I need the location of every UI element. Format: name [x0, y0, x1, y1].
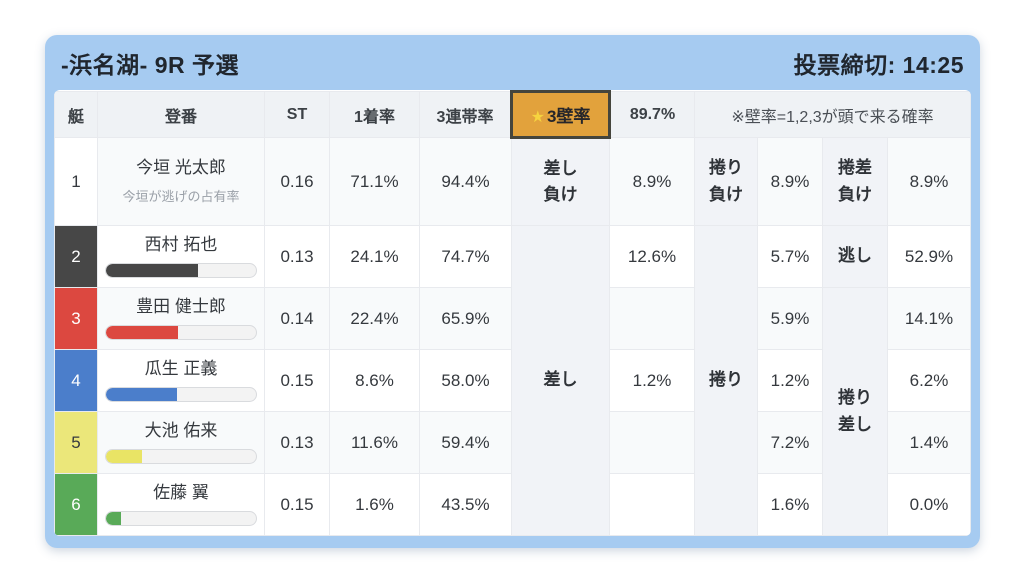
share-bar — [105, 263, 257, 279]
table-container: 艇 登番 ST 1着率 3連帯率 ★ 3壁率 89.7% ※壁率=1,2,3が頭で… — [54, 90, 971, 536]
top3-rate-value: 74.7% — [419, 225, 512, 288]
st-value: 0.14 — [264, 287, 330, 350]
boat-number-cell: 6 — [54, 473, 98, 536]
racer-name: 西村 拓也 — [144, 234, 218, 254]
makuri-value: 1.6% — [757, 473, 823, 536]
makurizashi-value: 6.2% — [887, 349, 971, 412]
wall-rate-header-cell[interactable]: ★ 3壁率 — [510, 90, 611, 139]
makurizashi-value: 0.0% — [887, 473, 971, 536]
st-value: 0.15 — [264, 349, 330, 412]
win-rate-value: 22.4% — [329, 287, 420, 350]
share-bar — [105, 449, 257, 465]
racer-name: 今垣 光太郎 — [136, 158, 226, 178]
boat-number-cell: 1 — [54, 137, 98, 226]
column-header-boat: 艇 — [54, 91, 98, 138]
column-header-win-rate: 1着率 — [329, 91, 420, 138]
makurizashi-group-label: 捲り 差し — [822, 287, 888, 536]
share-bar-fill — [106, 326, 178, 340]
race-stats-table: 艇 登番 ST 1着率 3連帯率 ★ 3壁率 89.7% ※壁率=1,2,3が頭で… — [54, 90, 971, 536]
racer-name: 豊田 健士郎 — [136, 296, 226, 316]
top3-rate-value: 65.9% — [419, 287, 512, 350]
table-header-row: 艇 登番 ST 1着率 3連帯率 ★ 3壁率 89.7% ※壁率=1,2,3が頭で… — [54, 90, 971, 139]
sashi-value — [609, 287, 695, 350]
sashi-lose-value: 8.9% — [609, 137, 695, 226]
racer-row: 1 今垣 光太郎 今垣が逃げの占有率 0.16 71.1% 94.4% 差し 負… — [54, 137, 971, 226]
wall-rate-value: 89.7% — [609, 91, 695, 138]
makuri-lose-value: 8.9% — [757, 137, 823, 226]
win-rate-value: 71.1% — [329, 137, 420, 226]
top3-rate-value: 58.0% — [419, 349, 512, 412]
win-rate-value: 8.6% — [329, 349, 420, 412]
column-header-st: ST — [264, 91, 330, 138]
st-value: 0.13 — [264, 411, 330, 474]
makuri-value: 1.2% — [757, 349, 823, 412]
wall-rate-label: 3壁率 — [546, 107, 591, 126]
makurizashi-lose-value: 8.9% — [887, 137, 971, 226]
nigashi-value: 52.9% — [887, 225, 971, 288]
win-rate-value: 1.6% — [329, 473, 420, 536]
share-bar-fill — [106, 264, 198, 278]
nigashi-label: 逃し — [822, 225, 888, 288]
top3-rate-value: 43.5% — [419, 473, 512, 536]
star-icon: ★ — [530, 109, 545, 126]
boat-number-cell: 5 — [54, 411, 98, 474]
racer-cell: 今垣 光太郎 今垣が逃げの占有率 — [97, 137, 265, 226]
share-bar-fill — [106, 512, 121, 526]
boat-number-cell: 4 — [54, 349, 98, 412]
win-rate-value: 11.6% — [329, 411, 420, 474]
racer-name: 佐藤 翼 — [153, 482, 209, 502]
makuri-value: 7.2% — [757, 411, 823, 474]
makurizashi-value: 1.4% — [887, 411, 971, 474]
st-value: 0.15 — [264, 473, 330, 536]
win-rate-value: 24.1% — [329, 225, 420, 288]
sashi-value: 12.6% — [609, 225, 695, 288]
page-title: -浜名湖- 9R 予選 — [61, 51, 239, 78]
makuri-lose-label: 捲り 負け — [694, 137, 758, 226]
racer-cell: 瓜生 正義 — [97, 349, 265, 412]
sashi-lose-label: 差し 負け — [511, 137, 610, 226]
sashi-value — [609, 411, 695, 474]
share-bar — [105, 511, 257, 527]
share-bar — [105, 325, 257, 341]
st-value: 0.13 — [264, 225, 330, 288]
column-header-top3-rate: 3連帯率 — [419, 91, 512, 138]
boat-number-cell: 2 — [54, 225, 98, 288]
wall-rate-note: ※壁率=1,2,3が頭で来る確率 — [694, 91, 971, 138]
racer-name: 瓜生 正義 — [144, 358, 218, 378]
share-bar — [105, 387, 257, 403]
racer-cell: 大池 佑来 — [97, 411, 265, 474]
racer-cell: 西村 拓也 — [97, 225, 265, 288]
vote-deadline-text: 投票締切: 14:25 — [793, 51, 964, 78]
racer-row: 6 佐藤 翼 0.15 1.6% 43.5% 1.6% 0.0% — [54, 473, 971, 536]
makurizashi-lose-label: 捲差 負け — [822, 137, 888, 226]
top3-rate-value: 94.4% — [419, 137, 512, 226]
card-header: -浜名湖- 9R 予選 投票締切: 14:25 — [45, 35, 980, 90]
racer-subtitle: 今垣が逃げの占有率 — [122, 188, 240, 204]
sashi-value — [609, 473, 695, 536]
sashi-value: 1.2% — [609, 349, 695, 412]
racer-cell: 豊田 健士郎 — [97, 287, 265, 350]
top3-rate-value: 59.4% — [419, 411, 512, 474]
share-bar-fill — [106, 450, 142, 464]
makurizashi-value: 14.1% — [887, 287, 971, 350]
racer-cell: 佐藤 翼 — [97, 473, 265, 536]
share-bar-fill — [106, 388, 177, 402]
boat-number-cell: 3 — [54, 287, 98, 350]
makuri-value: 5.9% — [757, 287, 823, 350]
racer-row: 5 大池 佑来 0.13 11.6% 59.4% 7.2% 1.4% — [54, 411, 971, 474]
st-value: 0.16 — [264, 137, 330, 226]
sashi-group-label: 差し — [511, 225, 610, 536]
column-header-registration: 登番 — [97, 91, 265, 138]
race-card: -浜名湖- 9R 予選 投票締切: 14:25 艇 登番 ST 1着率 3連帯率… — [45, 35, 980, 548]
racer-row: 2 西村 拓也 0.13 24.1% 74.7% 差し 12.6% 捲り 5.7… — [54, 225, 971, 536]
makuri-group-label: 捲り — [694, 225, 758, 536]
racer-name: 大池 佑来 — [144, 420, 218, 440]
makuri-value: 5.7% — [757, 225, 823, 288]
